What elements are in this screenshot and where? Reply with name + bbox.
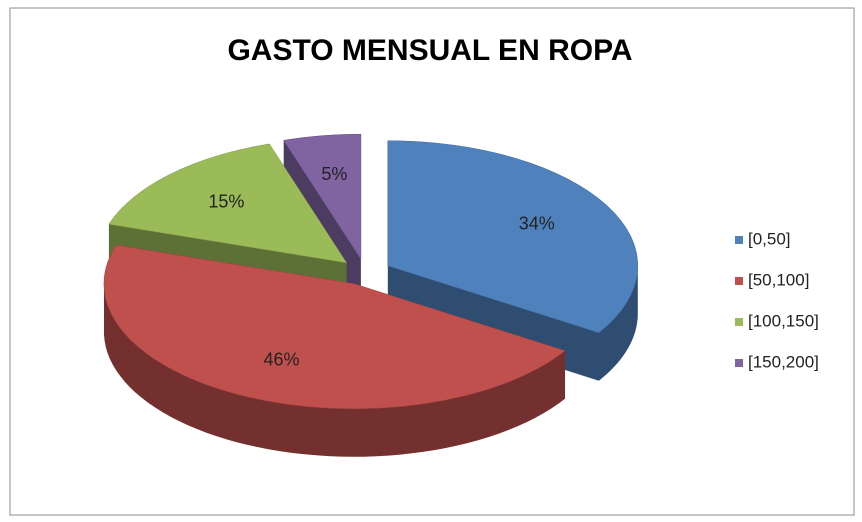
data-label: 34%	[519, 214, 555, 234]
slice	[283, 133, 362, 261]
legend-label: [0,50]	[748, 229, 791, 248]
slice	[103, 244, 566, 410]
legend-label: [100,150]	[748, 311, 819, 330]
data-label: 15%	[208, 191, 244, 211]
legend-swatch	[735, 277, 743, 285]
legend-swatch	[735, 236, 743, 244]
data-label: 46%	[264, 349, 300, 369]
legend-swatch	[735, 318, 743, 326]
legend-swatch	[735, 359, 743, 367]
slice	[387, 140, 639, 333]
legend-label: [150,200]	[748, 352, 819, 371]
slice	[108, 143, 348, 264]
legend-label: [50,100]	[748, 270, 809, 289]
data-label: 5%	[321, 164, 347, 184]
chart-title: GASTO MENSUAL EN ROPA	[227, 34, 632, 67]
